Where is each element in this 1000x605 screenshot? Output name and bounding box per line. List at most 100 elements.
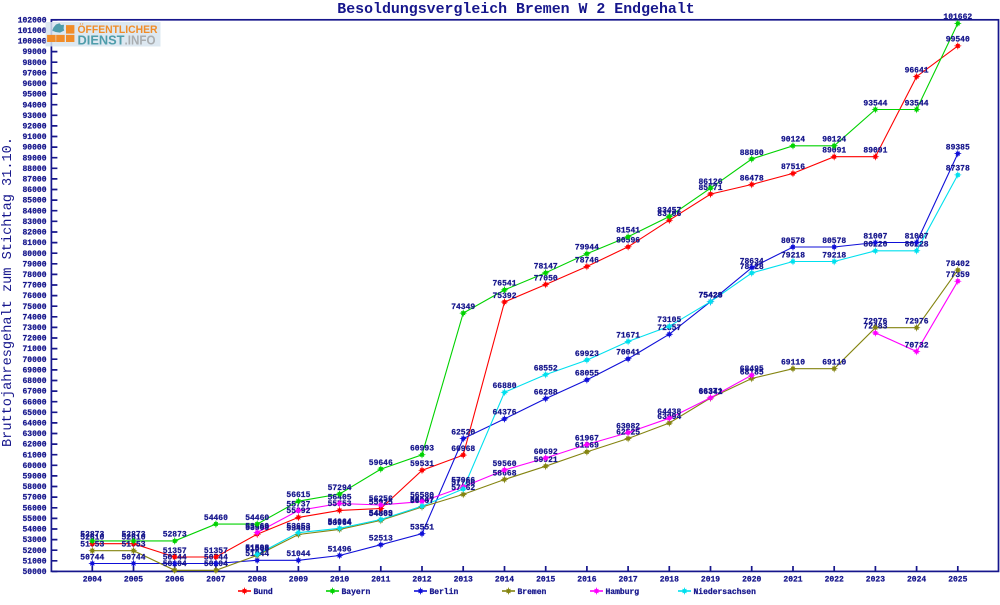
svg-text:80000: 80000 — [22, 250, 46, 259]
svg-text:70041: 70041 — [616, 349, 640, 358]
svg-text:70732: 70732 — [905, 341, 929, 350]
svg-text:61967: 61967 — [575, 434, 599, 443]
svg-text:81007: 81007 — [905, 232, 929, 241]
svg-text:2006: 2006 — [165, 576, 184, 585]
svg-text:52000: 52000 — [22, 547, 46, 556]
svg-text:51357: 51357 — [163, 547, 187, 556]
svg-text:2008: 2008 — [248, 576, 267, 585]
svg-text:65000: 65000 — [22, 409, 46, 418]
svg-text:Bremen: Bremen — [518, 588, 547, 597]
svg-text:75000: 75000 — [22, 303, 46, 312]
svg-text:54000: 54000 — [22, 526, 46, 535]
svg-text:54889: 54889 — [369, 509, 393, 518]
svg-text:90124: 90124 — [781, 136, 805, 145]
svg-text:79000: 79000 — [22, 260, 46, 269]
svg-text:67000: 67000 — [22, 388, 46, 397]
svg-text:74000: 74000 — [22, 313, 46, 322]
svg-text:Bruttojahresgehalt zum Stichta: Bruttojahresgehalt zum Stichtag 31.10. — [1, 137, 16, 447]
svg-text:54460: 54460 — [245, 514, 269, 523]
svg-text:95000: 95000 — [22, 91, 46, 100]
svg-text:76541: 76541 — [492, 280, 516, 289]
svg-text:83000: 83000 — [22, 218, 46, 227]
svg-text:50000: 50000 — [22, 568, 46, 577]
svg-text:2010: 2010 — [330, 576, 349, 585]
svg-text:50744: 50744 — [121, 553, 145, 562]
svg-text:53509: 53509 — [245, 524, 269, 533]
svg-text:53964: 53964 — [328, 519, 352, 528]
svg-text:86000: 86000 — [22, 186, 46, 195]
svg-text:Berlin: Berlin — [430, 588, 459, 597]
svg-text:69110: 69110 — [822, 359, 846, 368]
svg-text:Bayern: Bayern — [342, 588, 371, 597]
svg-text:53483: 53483 — [286, 524, 310, 533]
svg-text:56615: 56615 — [286, 491, 310, 500]
svg-text:2020: 2020 — [742, 576, 761, 585]
svg-text:58668: 58668 — [492, 469, 516, 478]
svg-text:64438: 64438 — [657, 408, 681, 417]
svg-text:56405: 56405 — [328, 493, 352, 502]
svg-text:2011: 2011 — [371, 576, 390, 585]
svg-text:100000: 100000 — [18, 38, 47, 47]
svg-text:102000: 102000 — [18, 16, 47, 25]
svg-text:53551: 53551 — [410, 524, 434, 533]
svg-text:68552: 68552 — [534, 364, 558, 373]
svg-text:68055: 68055 — [575, 370, 599, 379]
svg-text:2015: 2015 — [536, 576, 555, 585]
svg-text:53000: 53000 — [22, 536, 46, 545]
svg-text:80578: 80578 — [822, 237, 846, 246]
svg-text:96000: 96000 — [22, 80, 46, 89]
svg-text:60968: 60968 — [451, 445, 475, 454]
svg-text:57294: 57294 — [328, 484, 352, 493]
svg-text:68000: 68000 — [22, 377, 46, 386]
svg-text:51496: 51496 — [328, 545, 352, 554]
svg-text:51357: 51357 — [204, 547, 228, 556]
svg-text:71671: 71671 — [616, 331, 640, 340]
svg-text:53653: 53653 — [286, 523, 310, 532]
svg-text:63082: 63082 — [616, 422, 640, 431]
svg-text:101662: 101662 — [943, 13, 972, 22]
svg-text:92000: 92000 — [22, 123, 46, 132]
svg-text:99540: 99540 — [946, 36, 970, 45]
svg-text:70000: 70000 — [22, 356, 46, 365]
svg-text:2012: 2012 — [412, 576, 431, 585]
svg-text:87378: 87378 — [946, 165, 970, 174]
svg-text:69000: 69000 — [22, 367, 46, 376]
svg-text:84000: 84000 — [22, 207, 46, 216]
svg-text:2019: 2019 — [701, 576, 720, 585]
svg-text:.INFO: .INFO — [125, 34, 156, 48]
svg-text:2017: 2017 — [618, 576, 637, 585]
svg-text:72976: 72976 — [863, 318, 887, 327]
svg-text:77050: 77050 — [534, 274, 558, 283]
svg-text:56580: 56580 — [410, 491, 434, 500]
svg-text:2009: 2009 — [289, 576, 308, 585]
svg-text:96641: 96641 — [905, 66, 929, 75]
svg-text:78000: 78000 — [22, 271, 46, 280]
svg-text:66342: 66342 — [698, 388, 722, 397]
svg-text:2014: 2014 — [495, 576, 514, 585]
svg-text:Niedersachsen: Niedersachsen — [694, 588, 757, 597]
svg-text:66371: 66371 — [698, 388, 722, 397]
svg-text:90000: 90000 — [22, 144, 46, 153]
svg-text:85000: 85000 — [22, 197, 46, 206]
svg-text:89091: 89091 — [822, 147, 846, 156]
svg-text:88000: 88000 — [22, 165, 46, 174]
svg-text:68495: 68495 — [740, 365, 764, 374]
svg-text:73000: 73000 — [22, 324, 46, 333]
svg-text:59560: 59560 — [492, 460, 516, 469]
svg-text:2025: 2025 — [948, 576, 967, 585]
svg-text:61000: 61000 — [22, 451, 46, 460]
svg-text:80596: 80596 — [616, 237, 640, 246]
svg-text:Besoldungsvergleich Bremen W 2: Besoldungsvergleich Bremen W 2 Endgehalt — [337, 2, 694, 18]
svg-text:51000: 51000 — [22, 557, 46, 566]
svg-text:2018: 2018 — [660, 576, 679, 585]
svg-text:2004: 2004 — [83, 576, 102, 585]
svg-text:54460: 54460 — [204, 514, 228, 523]
svg-text:93000: 93000 — [22, 112, 46, 121]
svg-text:78147: 78147 — [534, 263, 558, 272]
svg-text:86126: 86126 — [698, 178, 722, 187]
svg-text:88880: 88880 — [740, 149, 764, 158]
svg-text:DIENST: DIENST — [78, 34, 125, 48]
svg-text:56000: 56000 — [22, 504, 46, 513]
svg-text:75423: 75423 — [698, 292, 722, 301]
svg-text:52513: 52513 — [369, 535, 393, 544]
